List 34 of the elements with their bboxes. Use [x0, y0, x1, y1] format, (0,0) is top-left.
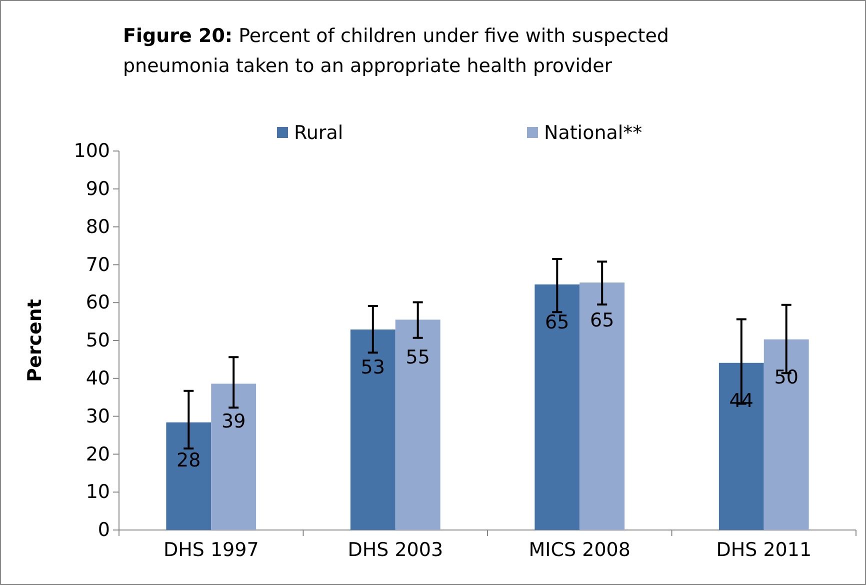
- chart-title: Figure 20: Percent of children under five with suspected pneumonia taken to an appropriate health provider: [123, 24, 670, 79]
- y-tick-label: 20: [86, 443, 110, 466]
- y-tick-label: 90: [86, 178, 110, 200]
- x-tick-label: DHS 2003: [348, 538, 444, 561]
- y-tick-label: 30: [86, 405, 110, 428]
- y-axis-title: Percent: [24, 299, 46, 382]
- y-tick-label: 80: [86, 216, 110, 238]
- data-label: 50: [774, 366, 798, 388]
- bar: [395, 320, 440, 530]
- data-label: 39: [222, 410, 246, 433]
- y-tick-label: 60: [86, 292, 110, 314]
- data-label: 55: [406, 346, 430, 369]
- bar: [534, 284, 580, 530]
- bar: [211, 384, 256, 530]
- data-label: 53: [360, 356, 385, 379]
- bar: [580, 282, 625, 530]
- bar: [764, 339, 809, 530]
- y-tick-label: 70: [86, 254, 110, 276]
- data-label: 28: [176, 449, 201, 472]
- legend-label: National**: [544, 122, 642, 144]
- data-label: 65: [590, 310, 614, 332]
- y-tick-label: 40: [86, 367, 110, 390]
- y-tick-label: 100: [74, 140, 110, 162]
- data-label: 65: [545, 311, 570, 334]
- y-tick-label: 0: [98, 519, 110, 542]
- y-tick-label: 10: [86, 481, 110, 504]
- legend-label: Rural: [294, 122, 344, 144]
- bar: [166, 422, 212, 530]
- x-tick-label: DHS 2011: [716, 538, 812, 561]
- x-tick-label: DHS 1997: [163, 538, 259, 561]
- x-tick-label: MICS 2008: [528, 538, 630, 561]
- bar: [718, 362, 764, 530]
- bar: [350, 330, 396, 530]
- y-tick-label: 50: [86, 330, 110, 352]
